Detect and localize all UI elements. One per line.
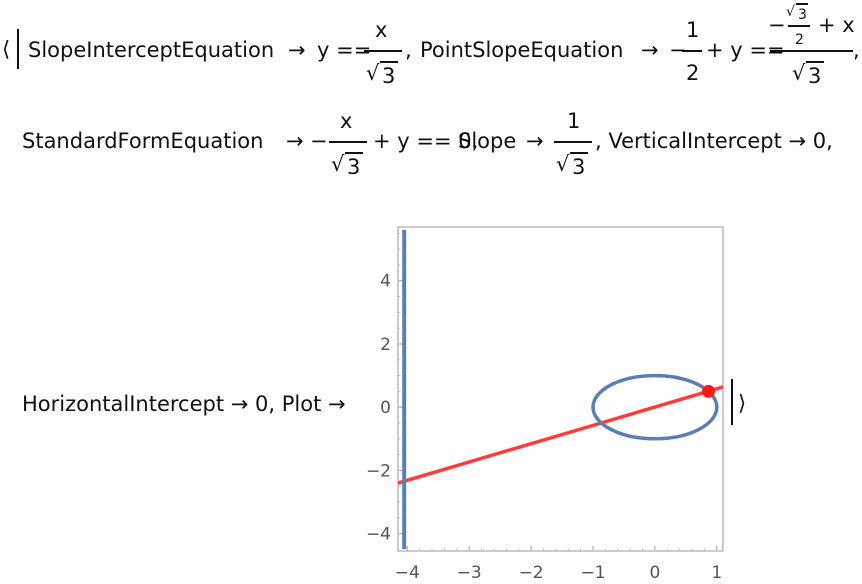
y-tick-label: 0 <box>380 398 391 418</box>
point-slope-key: PointSlopeEquation <box>420 38 624 62</box>
sqrt-radicand: 3 <box>798 7 807 23</box>
open-association-bracket: ⟨ <box>2 37 11 61</box>
sqrt-overbar <box>806 61 824 63</box>
standard-form-key: StandardFormEquation <box>22 129 264 153</box>
numerator-x: x <box>340 109 353 133</box>
numerator-one: 1 <box>567 109 581 133</box>
x-tick-label: −3 <box>457 563 482 583</box>
y-tick-label: 2 <box>380 335 391 355</box>
circle-series <box>591 373 719 441</box>
sqrt-overbar <box>345 152 363 154</box>
slope-key: Slope <box>458 129 517 153</box>
rule-arrow: → <box>288 38 306 62</box>
sqrt-overbar <box>570 152 588 154</box>
comma: , <box>853 38 860 62</box>
bracket-rule <box>731 379 733 425</box>
data-point <box>702 384 716 398</box>
x-tick-label: −2 <box>519 563 544 583</box>
rule-arrow: → <box>641 38 659 62</box>
line-series <box>397 385 724 485</box>
minus-sign: − <box>768 13 786 37</box>
horizontal-intercept-entry: HorizontalIntercept → 0, Plot → <box>22 392 346 416</box>
close-association-bracket: ⟩ <box>738 391 747 415</box>
x-tick-label: −4 <box>395 563 420 583</box>
numerator-x: x <box>375 18 388 42</box>
sqrt-sign: √ <box>792 61 806 85</box>
sqrt-overbar <box>796 3 808 5</box>
denominator-two: 2 <box>795 32 804 48</box>
x-tick-label: −1 <box>580 563 605 583</box>
fraction-bar <box>682 50 702 52</box>
y-tick-label: −2 <box>366 461 391 481</box>
sqrt-sign: √ <box>556 152 570 176</box>
fraction-bar <box>554 141 592 143</box>
sqrt-radicand: 3 <box>572 155 586 179</box>
comma: , <box>405 38 412 62</box>
plus-y-equals-zero: + y == 0, <box>373 129 479 153</box>
plus-x: + x <box>818 13 855 37</box>
sqrt-sign: √ <box>331 152 345 176</box>
rule-arrow: → <box>526 129 544 153</box>
minus-sign: − <box>310 129 328 153</box>
slope-intercept-key: SlopeInterceptEquation <box>28 38 275 62</box>
sqrt-radicand: 3 <box>347 155 361 179</box>
y-equals: y == <box>317 38 372 62</box>
fraction-bar <box>364 50 402 52</box>
x-tick-label: 0 <box>649 563 660 583</box>
bracket-rule <box>17 29 19 69</box>
sqrt-radicand: 3 <box>382 64 396 88</box>
y-tick-label: 4 <box>380 272 391 292</box>
fraction-bar <box>788 25 810 27</box>
x-tick-label: 1 <box>711 563 722 583</box>
sqrt-radicand: 3 <box>808 64 822 88</box>
vertical-intercept-entry: , VerticalIntercept → 0, <box>595 129 833 153</box>
denominator-two: 2 <box>686 61 700 85</box>
rule-arrow: → <box>286 129 304 153</box>
fraction-bar <box>770 50 853 52</box>
sqrt-overbar <box>380 61 398 63</box>
sqrt-sign: √ <box>366 61 380 85</box>
fraction-bar <box>329 141 367 143</box>
sqrt-sign: √ <box>786 4 795 20</box>
plot-frame <box>397 226 724 552</box>
y-tick-label: −4 <box>366 525 391 545</box>
numerator-one: 1 <box>686 18 700 42</box>
minus-sign: − <box>669 38 687 62</box>
